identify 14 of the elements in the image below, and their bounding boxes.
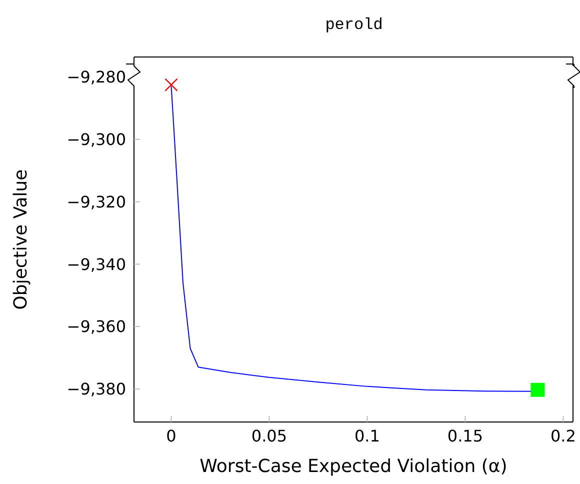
- y-tick-label: −9,320: [66, 192, 126, 212]
- x-tick-label: 0.05: [251, 426, 288, 446]
- chart-title: perold: [324, 16, 384, 34]
- y-tick-label: −9,300: [66, 130, 126, 150]
- y-tick-label: −9,340: [66, 254, 126, 274]
- y-tick-label: −9,380: [66, 380, 126, 399]
- x-tick-label: 0: [166, 426, 176, 446]
- x-tick-label: 0.15: [447, 426, 484, 446]
- x-tick-label: 0.2: [550, 426, 576, 446]
- y-tick-label: −9,360: [66, 317, 126, 336]
- x-tick-label: 0.1: [354, 426, 380, 446]
- y-axis-title: Objective Value: [10, 169, 32, 310]
- x-axis-title: Worst-Case Expected Violation (α): [200, 456, 508, 477]
- y-tick-label: −9,280: [66, 68, 126, 87]
